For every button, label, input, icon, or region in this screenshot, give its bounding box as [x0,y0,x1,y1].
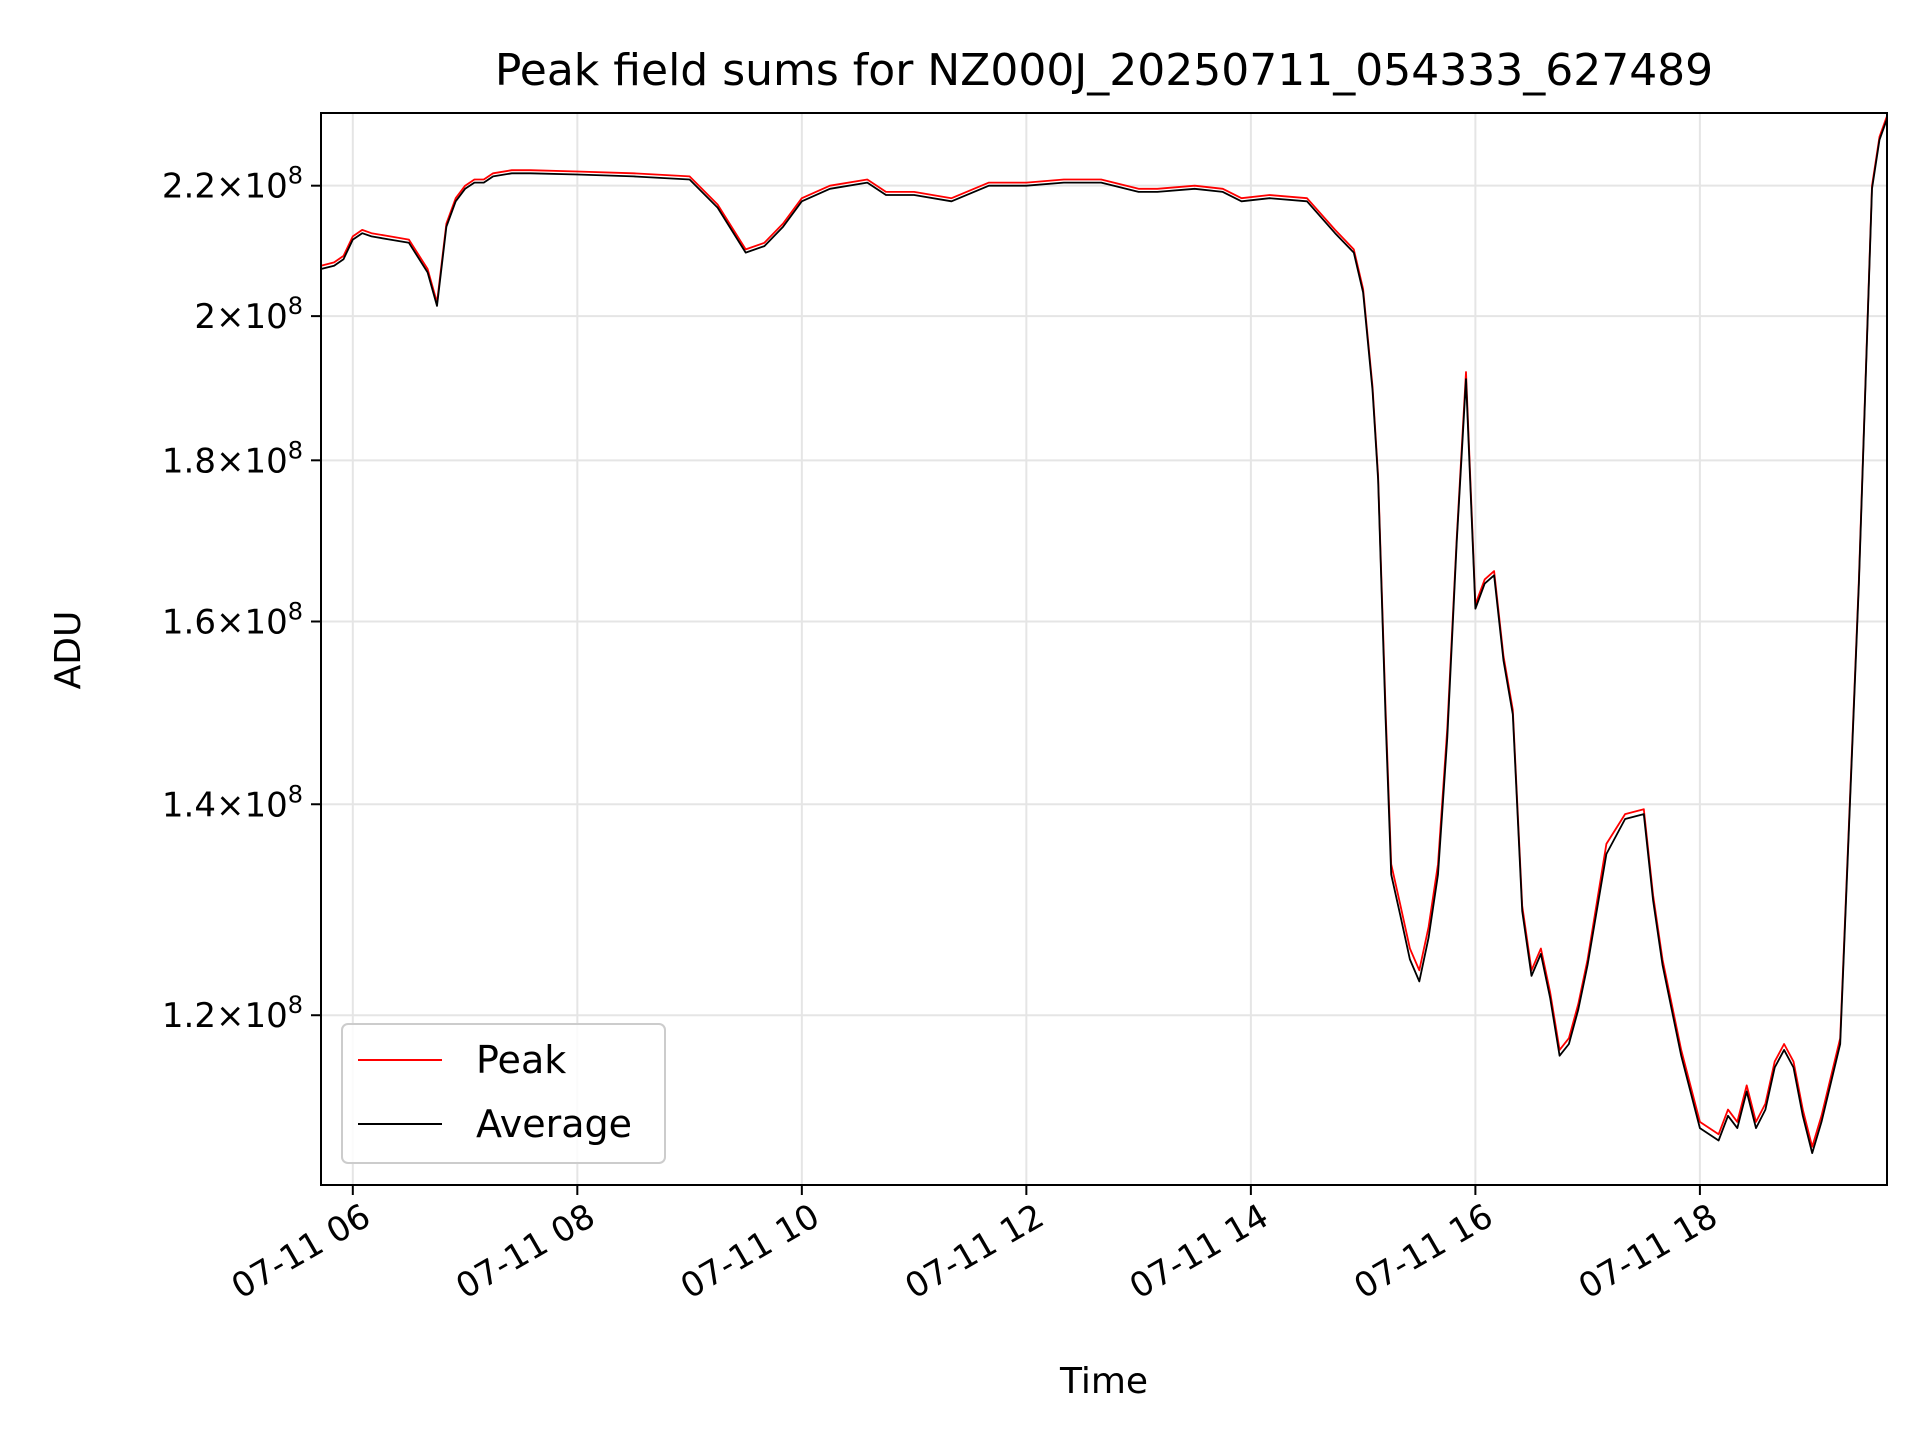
y-tick-label-2: 1.6×108 [162,598,303,643]
series-line-average [320,118,1888,1154]
x-axis-title: Time [1059,1361,1148,1402]
series-lines [320,115,1888,1154]
grid-lines [321,113,1887,1185]
y-axis: 1.2×108 1.4×108 1.6×108 1.8×108 2×108 2.2×108 [162,162,321,1036]
legend-box [341,1023,666,1164]
y-tick-label-0: 1.2×108 [162,991,303,1036]
legend: Peak Average [341,1023,666,1164]
y-tick-label-4: 2×108 [194,292,303,337]
y-tick-label-5: 2.2×108 [162,162,303,207]
legend-label-peak: Peak [476,1038,566,1082]
y-tick-label-3: 1.8×108 [162,436,303,481]
chart-title: Peak field sums for NZ000J_20250711_0543… [495,45,1713,96]
y-axis-title: ADU [48,611,89,690]
legend-label-average: Average [476,1102,632,1146]
plot-frame [320,112,1888,1186]
y-tick-label-1: 1.4×108 [162,780,303,825]
